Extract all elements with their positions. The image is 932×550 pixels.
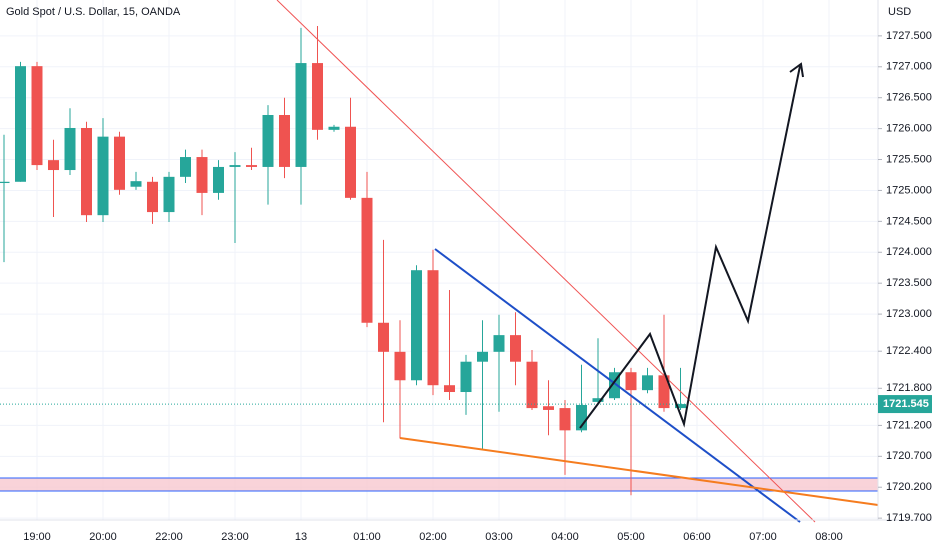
- candles: [0, 25, 878, 496]
- currency-label: USD: [888, 6, 911, 18]
- candle-body: [477, 351, 488, 362]
- candle-body: [114, 136, 125, 190]
- candle-body: [609, 372, 620, 399]
- candle-body: [97, 136, 109, 216]
- candle-body: [345, 126, 356, 198]
- candle-body: [625, 372, 637, 391]
- y-tick-label: 1725.500: [886, 153, 932, 165]
- candle-body: [295, 63, 307, 167]
- y-tick-label: 1721.800: [886, 382, 932, 394]
- last-price-box: [878, 395, 932, 414]
- x-tick-label: 22:00: [155, 531, 183, 543]
- candle-body: [15, 66, 26, 182]
- y-tick-label: 1723.000: [886, 308, 932, 320]
- candle-body: [394, 351, 406, 381]
- candle-body: [130, 181, 142, 187]
- chart-title: Gold Spot / U.S. Dollar, 15, OANDA: [6, 6, 181, 18]
- candle-body: [81, 127, 92, 216]
- candle-body: [592, 398, 604, 402]
- candle-body: [328, 126, 340, 130]
- candle-body: [658, 375, 670, 409]
- candle-body: [279, 115, 290, 167]
- trend-line: [434, 248, 801, 523]
- y-tick-label: 1723.500: [886, 277, 932, 289]
- y-tick-label: 1720.700: [886, 450, 932, 462]
- x-tick-label: 02:00: [419, 531, 447, 543]
- candle-body: [163, 176, 175, 213]
- y-tick-label: 1719.700: [886, 512, 932, 524]
- candle-body: [31, 66, 43, 166]
- trend-line: [399, 437, 879, 506]
- x-tick-label: 20:00: [89, 531, 117, 543]
- candle-body: [576, 404, 587, 431]
- candle-body: [262, 115, 274, 167]
- candle-body: [675, 404, 686, 409]
- candle-body: [147, 181, 158, 213]
- x-tick-label: 01:00: [353, 531, 381, 543]
- x-tick-label: 04:00: [551, 531, 579, 543]
- y-tick-label: 1721.200: [886, 419, 932, 431]
- candle-body: [64, 127, 76, 171]
- x-tick-label: 08:00: [815, 531, 843, 543]
- candle-body: [559, 408, 571, 431]
- projection-path: [579, 65, 801, 429]
- candle-body: [460, 361, 472, 393]
- last-price-label: 1721.545: [883, 398, 929, 410]
- x-tick-label: 05:00: [617, 531, 645, 543]
- x-tick-label: 19:00: [23, 531, 51, 543]
- candle-body: [0, 181, 10, 184]
- grid: [0, 0, 878, 520]
- candle-body: [444, 385, 455, 393]
- candle-body: [543, 406, 554, 410]
- y-tick-label: 1724.000: [886, 246, 932, 258]
- x-tick-label: 03:00: [485, 531, 513, 543]
- candle-body: [642, 375, 653, 391]
- candle-body: [427, 270, 439, 386]
- y-tick-label: 1726.500: [886, 92, 932, 104]
- candle-body: [180, 157, 191, 177]
- axes: 1727.500 1727.000 1726.500 1726.000 1725.500…: [23, 30, 932, 543]
- y-tick-label: 1722.400: [886, 345, 932, 357]
- candle-body: [312, 63, 323, 130]
- candle-body: [213, 166, 224, 193]
- candle-body: [493, 335, 505, 352]
- candle-body: [411, 270, 422, 381]
- candle-body: [526, 361, 538, 409]
- y-tick-label: 1725.000: [886, 184, 932, 196]
- y-tick-label: 1720.200: [886, 481, 932, 493]
- y-tick-label: 1727.500: [886, 30, 932, 42]
- candle-body: [510, 335, 521, 362]
- y-tick-label: 1726.000: [886, 123, 932, 135]
- y-tick-label: 1727.000: [886, 61, 932, 73]
- trend-line: [276, 0, 816, 523]
- x-tick-label: 23:00: [221, 531, 249, 543]
- support-zone: [0, 478, 878, 491]
- x-tick-label: 07:00: [749, 531, 777, 543]
- candle-body: [229, 165, 241, 167]
- candle-body: [361, 197, 373, 323]
- candle-body: [378, 322, 389, 352]
- y-tick-label: 1724.500: [886, 215, 932, 227]
- x-tick-label: 13: [295, 531, 307, 543]
- candle-body: [196, 157, 208, 193]
- arrow-head: [789, 62, 804, 78]
- x-tick-label: 06:00: [683, 531, 711, 543]
- candle-body: [246, 165, 257, 167]
- candle-body: [48, 160, 59, 171]
